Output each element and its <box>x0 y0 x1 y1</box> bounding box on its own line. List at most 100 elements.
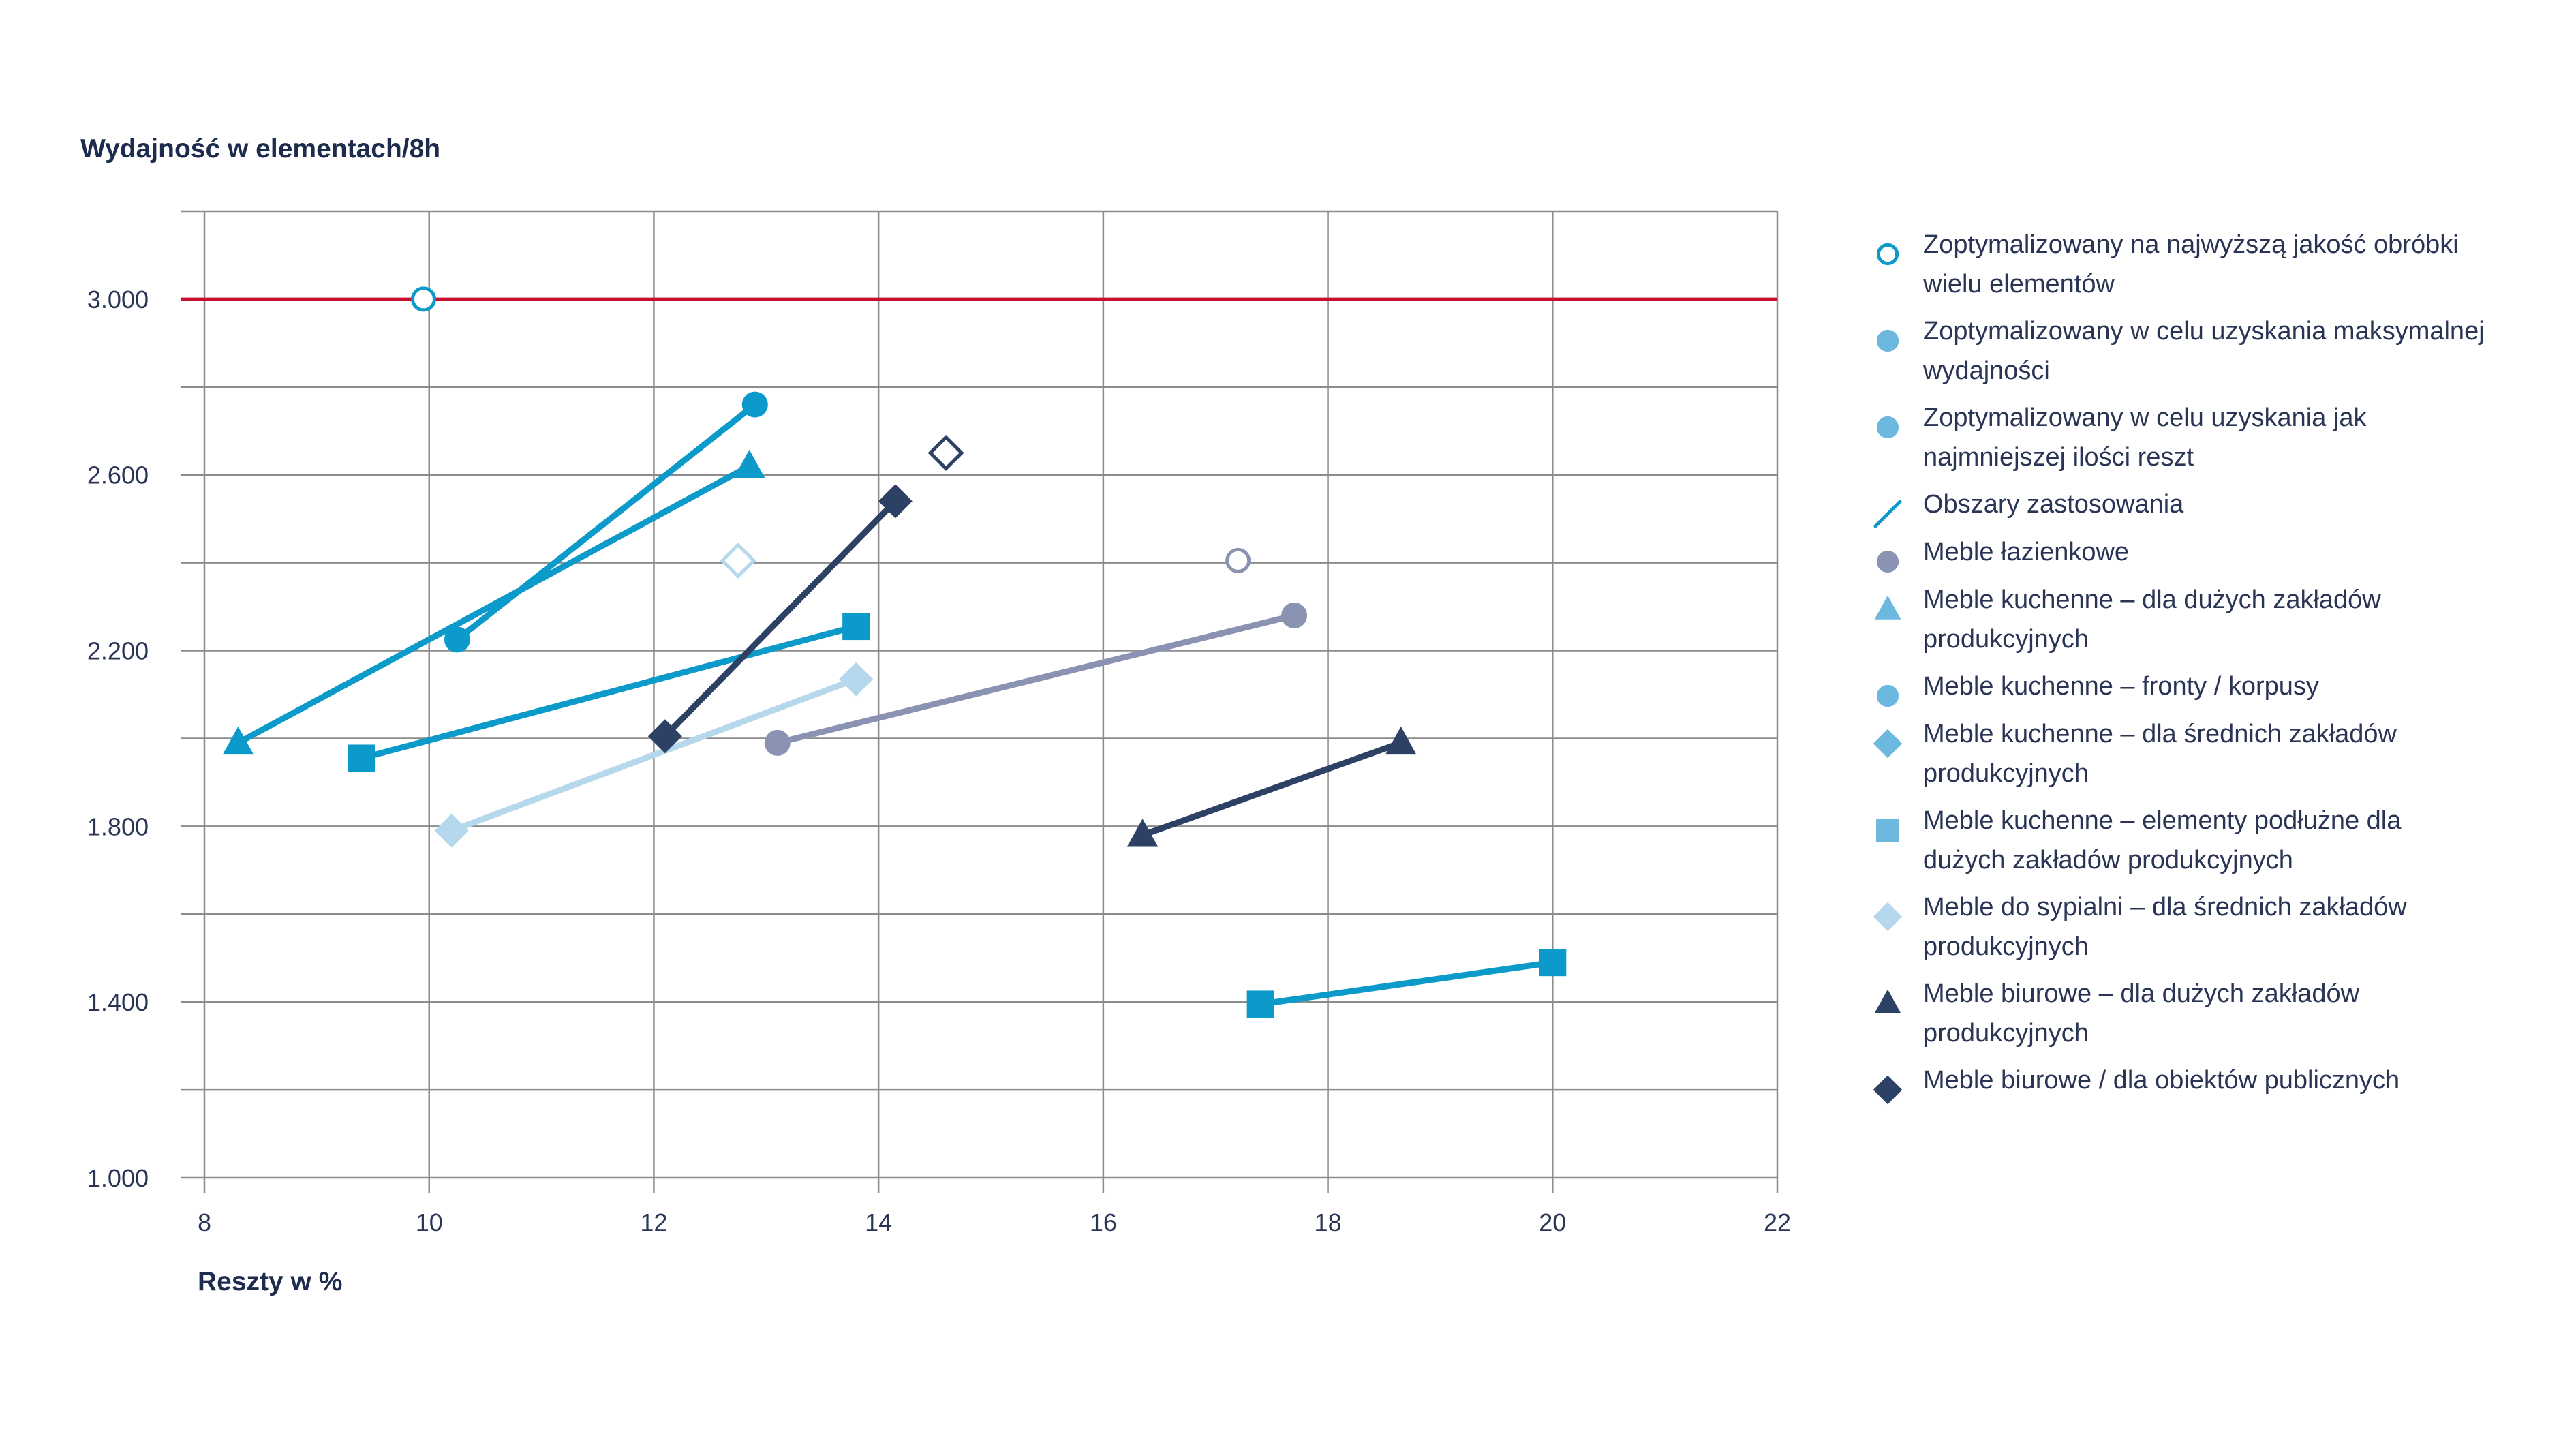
legend-label: Meble kuchenne – fronty / korpusy <box>1923 672 2319 701</box>
legend-label: Obszary zastosowania <box>1923 490 2184 519</box>
legend-label: Meble kuchenne – dla dużych zakładów <box>1923 585 2381 614</box>
x-tick-label: 12 <box>640 1208 667 1236</box>
y-tick-label: 1.800 <box>87 812 149 840</box>
legend-label: produkcyjnych <box>1923 1019 2089 1048</box>
legend-symbol-diamond-icon <box>1873 1075 1903 1105</box>
series-3 <box>1246 949 1567 1018</box>
legend-item: Zoptymalizowany w celu uzyskania maksyma… <box>1876 317 2485 385</box>
legend-symbol-slash-icon <box>1873 500 1902 528</box>
y-axis-title: Wydajność w elementach/8h <box>80 134 440 164</box>
legend-label: Meble kuchenne – elementy podłużne dla <box>1923 806 2402 835</box>
y-tick-label: 2.600 <box>87 461 149 489</box>
x-tick-label: 8 <box>198 1208 211 1236</box>
legend-label: najmniejszej ilości reszt <box>1923 443 2194 472</box>
legend-label: wydajności <box>1922 356 2050 385</box>
x-tick-label: 16 <box>1090 1208 1117 1236</box>
legend-symbol-diamond-icon <box>1873 729 1903 759</box>
data-point <box>1281 602 1308 628</box>
legend-symbol-square-icon <box>1876 819 1899 842</box>
legend-item: Meble łazienkowe <box>1876 538 2129 573</box>
series-group <box>222 286 1567 1018</box>
legend: Zoptymalizowany na najwyższą jakość obró… <box>1873 230 2485 1105</box>
series-0 <box>444 391 768 653</box>
data-point <box>222 726 254 755</box>
legend-item: Meble kuchenne – dla średnich zakładów pr… <box>1873 720 2397 788</box>
series-line <box>662 498 899 739</box>
y-tick-label: 3.000 <box>87 286 149 314</box>
grid <box>181 210 1779 1193</box>
legend-item: Zoptymalizowany w celu uzyskania jak najm… <box>1876 403 2367 472</box>
legend-label: produkcyjnych <box>1923 759 2089 788</box>
legend-symbol-triangle-icon <box>1874 989 1901 1013</box>
series-line <box>234 463 753 746</box>
legend-label: Zoptymalizowany w celu uzyskania jak <box>1923 403 2367 432</box>
legend-label: Meble kuchenne – dla średnich zakładów <box>1923 720 2397 748</box>
y-tick-label: 1.000 <box>87 1164 149 1192</box>
legend-item: Zoptymalizowany na najwyższą jakość obró… <box>1876 230 2459 299</box>
legend-label: Zoptymalizowany na najwyższą jakość obró… <box>1923 230 2459 259</box>
series-line <box>774 612 1298 746</box>
data-point <box>842 613 870 641</box>
data-point <box>878 484 913 519</box>
data-point <box>434 813 469 848</box>
legend-item: Meble do sypialni – dla średnich zakładó… <box>1873 893 2407 961</box>
legend-label: wielu elementów <box>1922 270 2115 299</box>
optimized-point <box>1225 547 1251 573</box>
data-point <box>764 729 791 756</box>
optimized-point <box>927 434 964 472</box>
data-point <box>839 662 874 697</box>
legend-item: Meble kuchenne – dla dużych zakładów prod… <box>1874 585 2381 654</box>
legend-symbol-circle-icon <box>1876 684 1899 707</box>
legend-label: Meble do sypialni – dla średnich zakładó… <box>1923 893 2407 921</box>
legend-label: produkcyjnych <box>1923 932 2089 961</box>
legend-label: Meble łazienkowe <box>1923 538 2129 566</box>
data-point <box>647 719 682 754</box>
legend-item: Meble biurowe / dla obiektów publicznych <box>1873 1066 2399 1105</box>
x-tick-label: 20 <box>1539 1208 1566 1236</box>
series-6 <box>647 484 913 754</box>
legend-label: Zoptymalizowany w celu uzyskania maksyma… <box>1923 317 2485 346</box>
legend-symbol-circle-icon <box>1876 329 1899 352</box>
legend-item: Meble kuchenne – fronty / korpusy <box>1876 672 2319 707</box>
legend-symbol-diamond-icon <box>1873 902 1903 932</box>
series-line <box>1139 739 1405 838</box>
data-point <box>444 626 470 653</box>
series-line <box>1257 959 1556 1007</box>
series-line <box>448 675 859 834</box>
legend-item: Meble kuchenne – elementy podłużne dla du… <box>1876 806 2402 874</box>
x-tick-label: 14 <box>865 1208 892 1236</box>
data-point <box>733 449 765 478</box>
legend-item: Meble biurowe – dla dużych zakładów produ… <box>1874 979 2360 1048</box>
data-point <box>1246 990 1274 1018</box>
data-point <box>741 391 768 418</box>
series-line <box>358 623 859 761</box>
y-tick-label: 1.400 <box>87 988 149 1016</box>
series-1 <box>222 449 765 755</box>
tick-labels: 1.000 1.400 1.800 2.200 2.600 3.000 8 10 12 14 16 1… <box>87 286 1791 1236</box>
series-line <box>454 401 758 643</box>
x-tick-label: 10 <box>416 1208 443 1236</box>
data-point <box>1539 949 1567 977</box>
series-2 <box>348 613 870 772</box>
legend-label: produkcyjnych <box>1923 625 2089 654</box>
x-tick-label: 18 <box>1315 1208 1342 1236</box>
series-5 <box>764 602 1308 756</box>
data-point <box>348 744 375 772</box>
data-point <box>1385 726 1417 755</box>
legend-label: Meble biurowe / dla obiektów publicznych <box>1923 1066 2399 1095</box>
legend-label: Meble biurowe – dla dużych zakładów <box>1923 979 2360 1008</box>
legend-symbol-circle-icon <box>1876 550 1899 573</box>
y-tick-label: 2.200 <box>87 637 149 665</box>
legend-item: Obszary zastosowania <box>1873 490 2184 528</box>
optimized-point <box>720 542 756 579</box>
x-tick-label: 22 <box>1764 1208 1791 1236</box>
x-axis-title: Reszty w % <box>198 1267 342 1296</box>
data-point <box>1126 819 1159 847</box>
legend-symbol-triangle-icon <box>1874 595 1901 620</box>
series-7 <box>1126 726 1417 847</box>
legend-symbol-circle-open-icon <box>1876 243 1899 266</box>
series-4 <box>434 662 874 848</box>
optimized-point <box>410 286 436 312</box>
legend-label: dużych zakładów produkcyjnych <box>1923 846 2293 874</box>
